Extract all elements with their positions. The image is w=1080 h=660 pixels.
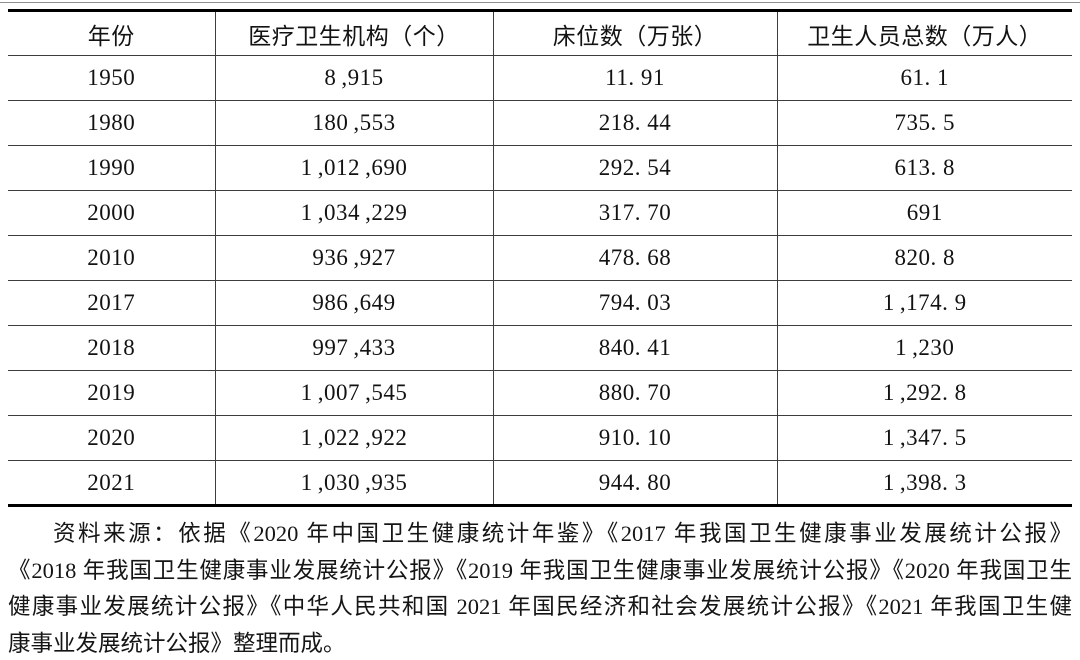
table-cell: 2020 bbox=[8, 415, 215, 461]
table-cell: 1 ,012 ,690 bbox=[214, 145, 493, 191]
table-cell: 1 ,030 ,935 bbox=[214, 460, 493, 506]
table-row: 2018 997 ,433 840. 41 1 ,230 bbox=[8, 325, 1072, 371]
column-header-year: 年份 bbox=[8, 10, 215, 56]
table-cell: 944. 80 bbox=[492, 460, 777, 506]
table-cell: 8 ,915 bbox=[214, 55, 493, 101]
table-cell: 180 ,553 bbox=[214, 100, 493, 146]
table-row: 2021 1 ,030 ,935 944. 80 1 ,398. 3 bbox=[8, 460, 1072, 506]
table-cell: 292. 54 bbox=[492, 145, 777, 191]
table-body: 1950 8 ,915 11. 91 61. 1 1980 180 ,553 218. 44… bbox=[8, 55, 1072, 506]
table-header: 年份 医疗卫生机构（个） 床位数（万张） 卫生人员总数（万人） bbox=[8, 10, 1072, 56]
column-header-institutions: 医疗卫生机构（个） bbox=[214, 10, 493, 56]
table-cell: 61. 1 bbox=[776, 55, 1072, 101]
table-cell: 691 bbox=[776, 190, 1072, 236]
table-cell: 1 ,034 ,229 bbox=[214, 190, 493, 236]
health-statistics-table: 年份 医疗卫生机构（个） 床位数（万张） 卫生人员总数（万人） 1950 8 ,9… bbox=[8, 9, 1072, 507]
table-cell: 986 ,649 bbox=[214, 280, 493, 326]
table-cell: 478. 68 bbox=[492, 235, 777, 281]
table-cell: 218. 44 bbox=[492, 100, 777, 146]
source-note-line: 康事业发展统计公报》整理而成。 bbox=[8, 630, 346, 656]
table-cell: 2018 bbox=[8, 325, 215, 371]
table-cell: 613. 8 bbox=[776, 145, 1072, 191]
column-header-personnel: 卫生人员总数（万人） bbox=[776, 10, 1072, 56]
source-note-line: 资料来源：依据《2020 年中国卫生健康统计年鉴》《2017 年我国卫生健康事业… bbox=[53, 521, 1072, 546]
table-cell: 1950 bbox=[8, 55, 215, 101]
table-row: 2020 1 ,022 ,922 910. 10 1 ,347. 5 bbox=[8, 415, 1072, 461]
table-cell: 936 ,927 bbox=[214, 235, 493, 281]
table-cell: 1980 bbox=[8, 100, 215, 146]
table-cell: 997 ,433 bbox=[214, 325, 493, 371]
top-rule bbox=[0, 2, 1080, 3]
table-cell: 317. 70 bbox=[492, 190, 777, 236]
table-cell: 794. 03 bbox=[492, 280, 777, 326]
table-row: 1950 8 ,915 11. 91 61. 1 bbox=[8, 55, 1072, 101]
header-row: 年份 医疗卫生机构（个） 床位数（万张） 卫生人员总数（万人） bbox=[8, 10, 1072, 56]
table-cell: 2021 bbox=[8, 460, 215, 506]
table-cell: 1 ,007 ,545 bbox=[214, 370, 493, 416]
table-cell: 1 ,230 bbox=[776, 325, 1072, 371]
table-cell: 2019 bbox=[8, 370, 215, 416]
table-cell: 840. 41 bbox=[492, 325, 777, 371]
table-cell: 1 ,347. 5 bbox=[776, 415, 1072, 461]
table-cell: 1 ,022 ,922 bbox=[214, 415, 493, 461]
table-cell: 2010 bbox=[8, 235, 215, 281]
table-row: 1980 180 ,553 218. 44 735. 5 bbox=[8, 100, 1072, 146]
table-row: 2010 936 ,927 478. 68 820. 8 bbox=[8, 235, 1072, 281]
source-note: 资料来源：依据《2020 年中国卫生健康统计年鉴》《2017 年我国卫生健康事业… bbox=[8, 516, 1072, 660]
source-note-line: 《2018 年我国卫生健康事业发展统计公报》《2019 年我国卫生健康事业发展统… bbox=[8, 557, 1072, 583]
table-cell: 910. 10 bbox=[492, 415, 777, 461]
table-row: 2019 1 ,007 ,545 880. 70 1 ,292. 8 bbox=[8, 370, 1072, 416]
table-cell: 1 ,398. 3 bbox=[776, 460, 1072, 506]
column-header-beds: 床位数（万张） bbox=[492, 10, 777, 56]
table-cell: 735. 5 bbox=[776, 100, 1072, 146]
table-cell: 1 ,174. 9 bbox=[776, 280, 1072, 326]
source-note-line: 健康事业发展统计公报》《中华人民共和国 2021 年国民经济和社会发展统计公报》… bbox=[8, 594, 1072, 619]
table-cell: 820. 8 bbox=[776, 235, 1072, 281]
table-row: 2017 986 ,649 794. 03 1 ,174. 9 bbox=[8, 280, 1072, 326]
table-row: 1990 1 ,012 ,690 292. 54 613. 8 bbox=[8, 145, 1072, 191]
table-cell: 2000 bbox=[8, 190, 215, 236]
table-row: 2000 1 ,034 ,229 317. 70 691 bbox=[8, 190, 1072, 236]
table-cell: 1 ,292. 8 bbox=[776, 370, 1072, 416]
table-cell: 2017 bbox=[8, 280, 215, 326]
table-cell: 880. 70 bbox=[492, 370, 777, 416]
table-cell: 1990 bbox=[8, 145, 215, 191]
table-cell: 11. 91 bbox=[492, 55, 777, 101]
